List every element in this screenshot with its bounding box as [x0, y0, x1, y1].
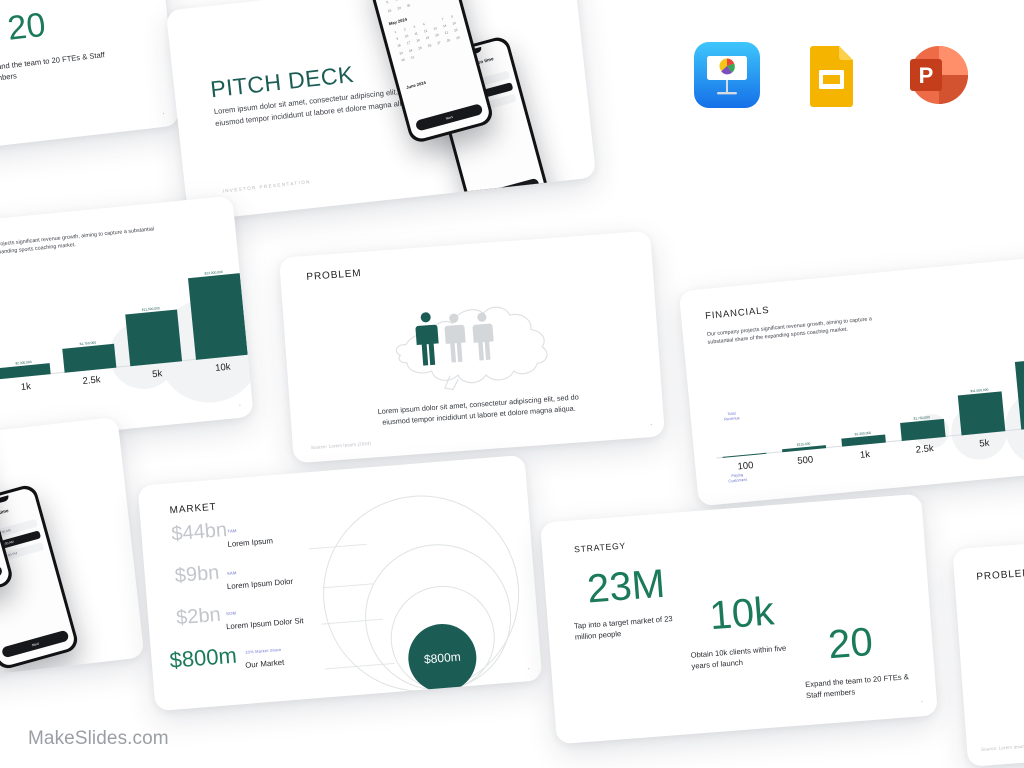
strategy-metric-caption-2: Expand the team to 20 FTEs & Staff membe…: [804, 672, 910, 701]
bar-1k: $2,300,000 1k: [0, 359, 51, 393]
bar-10k: $23,000,000 10k: [188, 269, 248, 374]
bar-category-label: 100: [737, 460, 754, 473]
cover-footer: INVESTOR PRESENTATION: [222, 179, 312, 194]
strategy-metric-value-2: 20: [826, 619, 875, 668]
person-icon-muted: [472, 312, 494, 361]
phone-calendar-month-current: May 2024: [388, 16, 408, 27]
slide-financials-cropped[interactable]: Our company projects significant revenue…: [0, 195, 254, 459]
slide-cover-cropped[interactable]: Select session time Lorem ipsum dolor si…: [0, 416, 145, 698]
slide-problem[interactable]: PROBLEM: [278, 230, 666, 464]
slide-problem-cropped[interactable]: PROBLEM Source: Lorem Ipsum (2024): [952, 531, 1024, 767]
phone-time-next-button[interactable]: Next: [1, 629, 70, 659]
google-slides-icon[interactable]: [800, 42, 866, 108]
bar-100: 100: [722, 452, 767, 473]
apple-keynote-icon[interactable]: [694, 42, 760, 108]
slide-market[interactable]: MARKET $800m $44bn TAM Lorem Ipsum $9bn …: [137, 454, 543, 712]
slide-pitch-deck-cover[interactable]: PITCH DECK Lorem ipsum dolor sit amet, c…: [165, 0, 597, 222]
phone-calendar-month-next: June 2024: [405, 79, 427, 91]
strategy-metric-caption-0: Tap into a target market of 23 million p…: [573, 614, 673, 642]
financials-cropped-body: Our company projects significant revenue…: [0, 226, 155, 259]
phone-time-next-button[interactable]: Next: [473, 177, 540, 206]
problem-source: Source: Lorem Ipsum (2024): [310, 440, 372, 451]
bar-2.5k: $1,750,000 2.5k: [62, 340, 117, 387]
market-eyebrow: MARKET: [169, 501, 218, 517]
slide-page-number: •: [238, 402, 241, 408]
strategy-eyebrow: STRATEGY: [573, 540, 627, 555]
bar-value-label: $11,500,000: [141, 305, 160, 312]
market-label-our-market: Our Market: [244, 657, 285, 670]
market-label-sam: Lorem Ipsum Dolor: [226, 576, 294, 592]
svg-text:P: P: [919, 63, 934, 88]
phone-time-title: Select session time: [0, 507, 10, 524]
bar-10k: $23,000,000 10k: [1014, 357, 1024, 430]
bar-category-label: 500: [796, 454, 814, 467]
bar-category-label: 2.5k: [82, 374, 102, 388]
problem-edge-eyebrow: PROBLEM: [976, 567, 1024, 583]
bar-5k: $11,500,000 5k: [125, 305, 183, 380]
bar-500: $115,000 500: [782, 441, 827, 467]
problem-eyebrow: PROBLEM: [306, 267, 362, 283]
slide-page-number: •: [527, 666, 530, 672]
slide-page-number: •: [921, 699, 924, 705]
market-tag-sam: SAM: [226, 570, 237, 577]
watermark-makeslides: MakeSlides.com: [28, 728, 169, 749]
bar-category-label: 1k: [20, 381, 32, 394]
strategy-metric-value-1: 10k: [708, 589, 776, 639]
strategy-corner-metric-value: 20: [5, 5, 48, 48]
financials-x-axis-label: Paying Customers: [728, 472, 748, 484]
market-label-tam: Lorem Ipsum: [227, 536, 274, 549]
problem-edge-source: Source: Lorem Ipsum (2024): [980, 742, 1024, 752]
bar-value-label: $115,000: [796, 441, 811, 447]
bar-value-label: $11,500,000: [970, 387, 989, 393]
market-tag-tam: TAM: [227, 528, 237, 534]
microsoft-powerpoint-icon[interactable]: P: [903, 42, 969, 108]
bar-category-label: 10k: [214, 361, 232, 374]
bar-value-label: $2,300,000: [14, 359, 32, 366]
market-tag-our-market: 10% Market Share: [245, 646, 282, 655]
bar-category-label: 1k: [859, 449, 871, 461]
bar-value-label: $1,750,000: [913, 414, 931, 421]
bar-value-label: $1,750,000: [79, 340, 97, 346]
phone-notch: [0, 495, 10, 508]
slide-page-number: •: [162, 110, 165, 116]
bar-5k: $11,500,000 5k: [957, 387, 1006, 450]
phone-date-next-button[interactable]: Next: [414, 103, 484, 132]
strategy-metric-value-0: 23M: [585, 561, 667, 612]
phone-mockup-time-picker: Select session time Lorem ipsum dolor si…: [0, 482, 81, 672]
market-amount-tam: $44bn: [170, 518, 228, 546]
bar-category-label: 5k: [151, 368, 163, 381]
strategy-corner-metric-caption: Expand the team to 20 FTEs & Staff membe…: [0, 50, 106, 84]
person-icon-highlighted: [415, 312, 439, 366]
slide-strategy-cropped[interactable]: 10k s withinnch 20 Expand the team to 20…: [0, 0, 180, 158]
bar-category-label: 5k: [978, 437, 990, 450]
bar-value-label: $2,300,000: [854, 430, 872, 436]
market-tag-som: SOM: [225, 610, 237, 617]
market-amount-our-market: $800m: [168, 642, 238, 673]
problem-map-figure: [395, 306, 548, 391]
market-label-som: Lorem Ipsum Dolor Sit: [225, 616, 304, 632]
slide-financials[interactable]: FINANCIALS Our company projects signific…: [678, 253, 1024, 507]
market-amount-som: $2bn: [175, 603, 222, 630]
slide-page-number: •: [650, 422, 653, 428]
strategy-metric-caption-1: Obtain 10k clients within five years of …: [690, 643, 787, 671]
bar-1k: $2,300,000 1k: [841, 430, 886, 461]
bar-value-label: $23,000,000: [204, 269, 223, 276]
phone-mockup-date-picker: Select start session date Lorem ipsum do…: [365, 0, 495, 145]
person-icon-muted: [444, 313, 466, 363]
phone-calendar-selected-day[interactable]: 6: [428, 18, 439, 24]
financials-eyebrow: FINANCIALS: [704, 304, 770, 322]
bar-category-label: 2.5k: [915, 443, 935, 456]
slide-strategy[interactable]: STRATEGY 23M Tap into a target market of…: [540, 493, 938, 745]
market-amount-sam: $9bn: [174, 561, 221, 588]
